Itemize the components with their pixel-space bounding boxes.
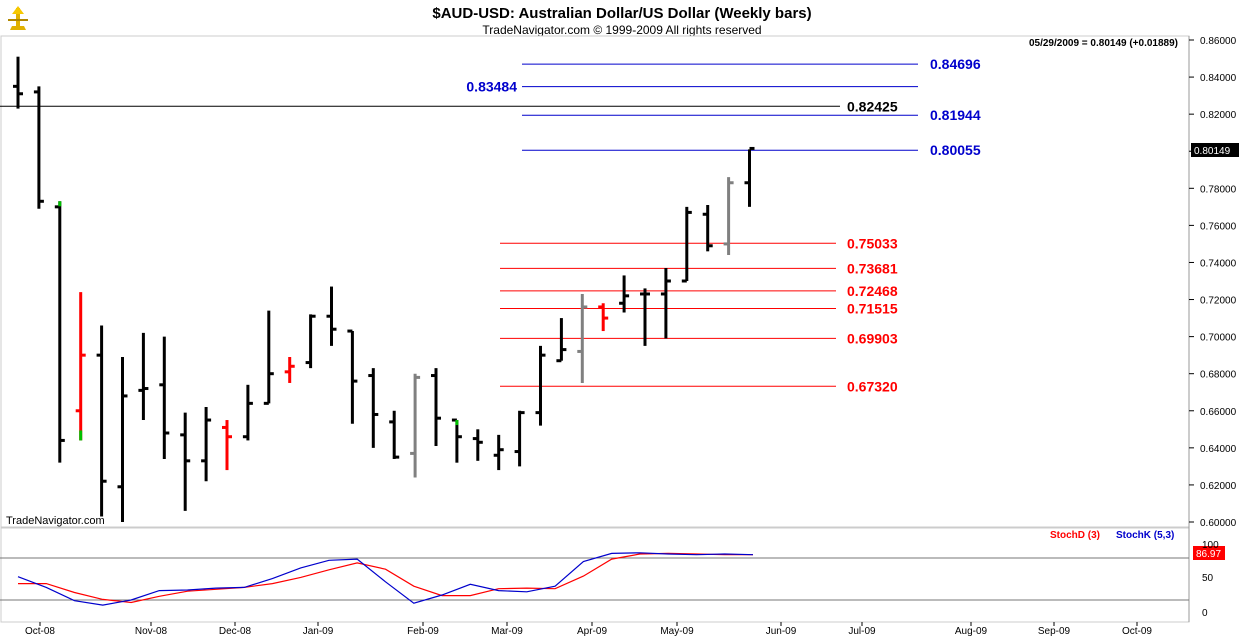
stoch-tick-100: 100 [1202,540,1219,551]
chart-subtitle: TradeNavigator.com © 1999-2009 All right… [482,23,761,37]
price-badge-text: 0.80149 [1194,146,1231,157]
y-tick-label: 0.70000 [1200,333,1237,344]
y-tick-label: 0.76000 [1200,221,1237,232]
price-badge: 0.80149 [1191,143,1239,157]
stochk-line [17,552,754,606]
level-label: 0.80055 [930,142,981,158]
x-tick-label: Feb-09 [407,626,439,637]
level-label: 0.84696 [930,56,981,72]
y-tick-label: 0.84000 [1200,73,1237,84]
x-tick-label: May-09 [660,626,694,637]
level-label: 0.69903 [847,330,898,346]
level-label: 0.72468 [847,283,898,299]
y-tick-label: 0.62000 [1200,481,1237,492]
stochd-line [18,552,753,604]
x-tick-label: Jul-09 [848,626,876,637]
watermark: TradeNavigator.com [6,515,105,527]
y-tick-label: 0.66000 [1200,407,1237,418]
x-tick-label: Apr-09 [577,626,607,637]
x-tick-label: Oct-08 [25,626,55,637]
y-tick-label: 0.74000 [1200,258,1237,269]
stochd-label: StochD (3) [1050,530,1100,541]
x-tick-label: Nov-08 [135,626,168,637]
x-tick-label: Jan-09 [303,626,334,637]
x-tick-label: Jun-09 [766,626,797,637]
stoch-tick-50: 50 [1202,573,1214,584]
x-tick-label: Dec-08 [219,626,252,637]
price-bars [13,56,755,522]
price-axis: 0.860000.840000.820000.800000.780000.760… [1189,36,1237,529]
x-tick-label: Mar-09 [491,626,523,637]
price-panel [0,35,1190,528]
stoch-tick-0: 0 [1202,608,1208,619]
y-tick-label: 0.60000 [1200,518,1237,529]
x-tick-label: Sep-09 [1038,626,1071,637]
stoch-value-badge: 86.97 [1193,546,1225,560]
level-label: 0.71515 [847,301,898,317]
x-tick-label: Aug-09 [955,626,988,637]
y-tick-label: 0.86000 [1200,36,1237,47]
time-axis: Oct-08 Nov-08 Dec-08 Jan-09 Feb-09 Mar-09 Apr-… [25,622,1152,637]
chart-title: $AUD-USD: Australian Dollar/US Dollar (W… [432,5,811,22]
y-tick-label: 0.78000 [1200,184,1237,195]
y-tick-label: 0.82000 [1200,110,1237,121]
y-tick-label: 0.68000 [1200,370,1237,381]
stoch-value-text: 86.97 [1196,549,1221,560]
level-label: 0.73681 [847,260,898,276]
y-tick-label: 0.64000 [1200,444,1237,455]
stochastic-lines [17,552,754,606]
fib-levels: 0.84696 0.83484 0.82425 0.81944 0.80055 0.750… [0,56,981,394]
level-label: 0.81944 [930,107,981,123]
stochk-label: StochK (5,3) [1116,530,1174,541]
y-tick-label: 0.72000 [1200,296,1237,307]
stoch-panel [0,527,1190,623]
level-label: 0.83484 [466,79,517,95]
last-quote: 05/29/2009 = 0.80149 (+0.01889) [1029,38,1178,49]
logo-icon [8,6,28,30]
level-label: 0.75033 [847,235,898,251]
x-tick-label: Oct-09 [1122,626,1152,637]
level-label: 0.82425 [847,98,898,114]
level-label: 0.67320 [847,378,898,394]
